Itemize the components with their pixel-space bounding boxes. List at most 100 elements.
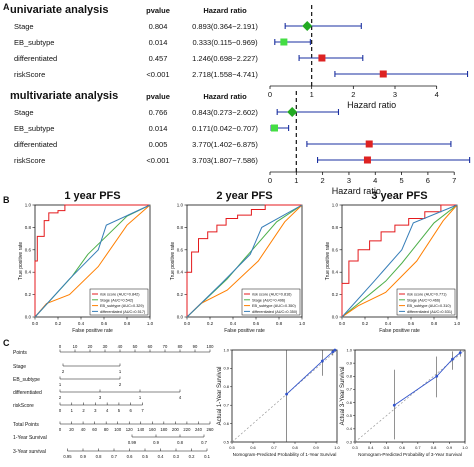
nomogram-tick-label: 0.8 bbox=[96, 454, 102, 459]
roc-x-tick-label: 0.6 bbox=[101, 321, 108, 326]
forest-x-tick-label: 4 bbox=[373, 176, 377, 185]
roc-x-tick-label: 0.6 bbox=[408, 321, 415, 326]
roc-xlabel-2: False positive rate bbox=[379, 328, 420, 334]
calibration-point bbox=[320, 359, 324, 363]
roc-series-line bbox=[186, 204, 302, 317]
calibration-xlabel-1: Nomogram-Predicted Probability of 3-Year… bbox=[358, 452, 462, 457]
roc-legend-label: EB_subtype (AUC=0.329) bbox=[100, 304, 145, 308]
nomogram-tick-label: 0.7 bbox=[111, 454, 117, 459]
nomogram-tick-label: 6 bbox=[130, 408, 133, 413]
calibration-y-tick-label: 0.4 bbox=[346, 426, 352, 431]
roc-x-tick-label: 0.4 bbox=[385, 321, 392, 326]
forest-row-label: riskScore bbox=[14, 70, 45, 79]
nomogram-tick-label: 1 bbox=[119, 369, 122, 374]
roc-legend-label: Stage (AUC=0.496) bbox=[252, 298, 286, 302]
roc-y-tick-label: 0.0 bbox=[25, 315, 32, 320]
roc-series-line bbox=[186, 204, 303, 318]
forest-x-tick-label: 0 bbox=[268, 176, 272, 185]
hr-marker bbox=[379, 70, 387, 78]
panel-letter-c: C bbox=[3, 338, 10, 348]
roc-x-tick-label: 0.2 bbox=[55, 321, 62, 326]
forest-title-0: univariate analysis bbox=[10, 4, 108, 16]
roc-ylabel-1: True positive rate bbox=[170, 242, 176, 281]
calibration-y-tick-label: 0.6 bbox=[223, 421, 229, 426]
roc-series-line bbox=[341, 204, 457, 317]
nomogram-tick-label: 50 bbox=[133, 344, 138, 349]
roc-y-tick-label: 0.6 bbox=[332, 247, 339, 252]
nomogram-tick-label: 0.2 bbox=[189, 454, 195, 459]
nomogram-tick-label: 0.99 bbox=[128, 440, 137, 445]
nomogram-tick-label: 160 bbox=[149, 427, 157, 432]
nomogram-tick-label: 7 bbox=[141, 408, 144, 413]
forest-row-pvalue: 0.005 bbox=[149, 140, 168, 149]
calibration-x-tick-label: 0.7 bbox=[415, 445, 421, 450]
roc-y-tick-label: 0.8 bbox=[332, 225, 339, 230]
calibration-ideal-line bbox=[231, 349, 338, 443]
calibration-y-tick-label: 0.7 bbox=[223, 403, 229, 408]
nomogram-row-label: differentiated bbox=[13, 390, 42, 396]
roc-y-tick-label: 1.0 bbox=[332, 203, 339, 208]
roc-y-tick-label: 0.2 bbox=[332, 292, 339, 297]
nomogram-tick-label: 80 bbox=[104, 427, 109, 432]
nomogram-tick-label: 40 bbox=[118, 344, 123, 349]
nomogram-row-label: riskScore bbox=[13, 403, 34, 409]
calibration-point bbox=[451, 357, 454, 361]
calibration-y-tick-label: 0.5 bbox=[346, 413, 352, 418]
nomogram-tick-label: 5 bbox=[118, 408, 121, 413]
roc-series-line bbox=[341, 204, 458, 318]
nomogram-tick-label: 120 bbox=[126, 427, 134, 432]
forest-title-1: multivariate analysis bbox=[10, 90, 118, 102]
hr-marker bbox=[365, 140, 373, 148]
roc-x-tick-label: 0.2 bbox=[362, 321, 369, 326]
forest-x-tick-label: 4 bbox=[435, 90, 439, 99]
forest-x-tick-label: 0 bbox=[268, 90, 272, 99]
hr-marker bbox=[363, 156, 371, 164]
calibration-frame-0 bbox=[231, 349, 338, 443]
calibration-xlabel-0: Nomogram-Predicted Probability of 1-Year… bbox=[233, 452, 337, 457]
roc-frame-1 bbox=[186, 204, 303, 318]
nomogram-tick-label: 0.95 bbox=[63, 454, 72, 459]
roc-xlabel-0: False positive rate bbox=[72, 328, 113, 334]
nomogram-tick-label: 2 bbox=[59, 395, 62, 400]
calibration-y-tick-label: 1.0 bbox=[346, 347, 352, 352]
calibration-y-tick-label: 0.7 bbox=[346, 387, 352, 392]
hr-marker bbox=[271, 124, 278, 132]
forest-row-pvalue: <0.001 bbox=[146, 70, 169, 79]
forest-x-tick-label: 7 bbox=[452, 176, 456, 185]
nomogram-tick-label: 200 bbox=[172, 427, 180, 432]
forest-hr-header-1: Hazard ratio bbox=[203, 92, 247, 101]
calibration-x-tick-label: 0.4 bbox=[368, 445, 374, 450]
nomogram-tick-label: 0.9 bbox=[153, 440, 159, 445]
nomogram-tick-label: 90 bbox=[193, 344, 198, 349]
calibration-y-tick-label: 0.3 bbox=[346, 439, 352, 444]
nomogram-tick-label: 240 bbox=[195, 427, 203, 432]
forest-x-tick-label: 2 bbox=[351, 90, 355, 99]
nomogram-tick-label: 4 bbox=[179, 395, 182, 400]
nomogram-tick-label: 0.8 bbox=[177, 440, 183, 445]
nomogram-tick-label: 0.4 bbox=[158, 454, 164, 459]
calibration-x-tick-label: 1.0 bbox=[334, 445, 340, 450]
nomogram-row-label: Total Points bbox=[13, 422, 39, 428]
roc-legend-label: EB_subtype (AUC=0.310) bbox=[407, 304, 452, 308]
nomogram-tick-label: 100 bbox=[114, 427, 122, 432]
forest-row-label: Stage bbox=[14, 22, 34, 31]
forest-row-hr: 2.718(1.558−4.741) bbox=[192, 70, 258, 79]
calibration-x-tick-label: 0.7 bbox=[271, 445, 277, 450]
forest-row-label: EB_subtype bbox=[14, 38, 54, 47]
forest-hr-header-0: Hazard ratio bbox=[203, 6, 247, 15]
roc-y-tick-label: 0.4 bbox=[177, 270, 184, 275]
nomogram-tick-label: 3 bbox=[99, 395, 102, 400]
calibration-point bbox=[435, 374, 439, 378]
calibration-x-tick-label: 0.5 bbox=[384, 445, 390, 450]
nomogram-row-label: 1-Year Survival bbox=[13, 435, 47, 441]
forest-row-label: riskScore bbox=[14, 156, 45, 165]
forest-row-hr: 1.246(0.698−2.227) bbox=[192, 54, 258, 63]
roc-xlabel-1: False positive rate bbox=[224, 328, 265, 334]
nomogram-row-label: EB_subtype bbox=[13, 377, 40, 383]
forest-x-tick-label: 1 bbox=[294, 176, 298, 185]
forest-x-tick-label: 3 bbox=[393, 90, 397, 99]
roc-y-tick-label: 0.4 bbox=[25, 270, 32, 275]
roc-ylabel-2: True positive rate bbox=[325, 242, 331, 281]
forest-pvalue-header-0: pvalue bbox=[146, 6, 170, 15]
roc-y-tick-label: 0.8 bbox=[25, 225, 32, 230]
